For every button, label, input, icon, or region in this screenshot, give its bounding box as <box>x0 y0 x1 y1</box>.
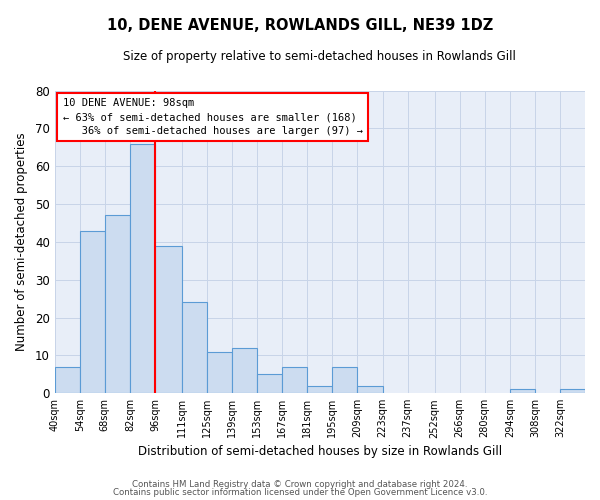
Text: 10, DENE AVENUE, ROWLANDS GILL, NE39 1DZ: 10, DENE AVENUE, ROWLANDS GILL, NE39 1DZ <box>107 18 493 32</box>
Bar <box>257 374 282 393</box>
Bar <box>130 144 155 393</box>
Bar <box>55 366 80 393</box>
Bar <box>155 246 182 393</box>
Text: Contains HM Land Registry data © Crown copyright and database right 2024.: Contains HM Land Registry data © Crown c… <box>132 480 468 489</box>
X-axis label: Distribution of semi-detached houses by size in Rowlands Gill: Distribution of semi-detached houses by … <box>138 444 502 458</box>
Bar <box>358 386 383 393</box>
Bar <box>510 390 535 393</box>
Text: Contains public sector information licensed under the Open Government Licence v3: Contains public sector information licen… <box>113 488 487 497</box>
Bar <box>232 348 257 393</box>
Title: Size of property relative to semi-detached houses in Rowlands Gill: Size of property relative to semi-detach… <box>124 50 516 63</box>
Bar <box>560 390 585 393</box>
Bar <box>282 366 307 393</box>
Bar <box>182 302 207 393</box>
Bar <box>105 216 130 393</box>
Bar <box>207 352 232 393</box>
Bar <box>80 230 105 393</box>
Text: 10 DENE AVENUE: 98sqm
← 63% of semi-detached houses are smaller (168)
   36% of : 10 DENE AVENUE: 98sqm ← 63% of semi-deta… <box>62 98 362 136</box>
Y-axis label: Number of semi-detached properties: Number of semi-detached properties <box>15 132 28 351</box>
Bar <box>332 366 358 393</box>
Bar <box>307 386 332 393</box>
